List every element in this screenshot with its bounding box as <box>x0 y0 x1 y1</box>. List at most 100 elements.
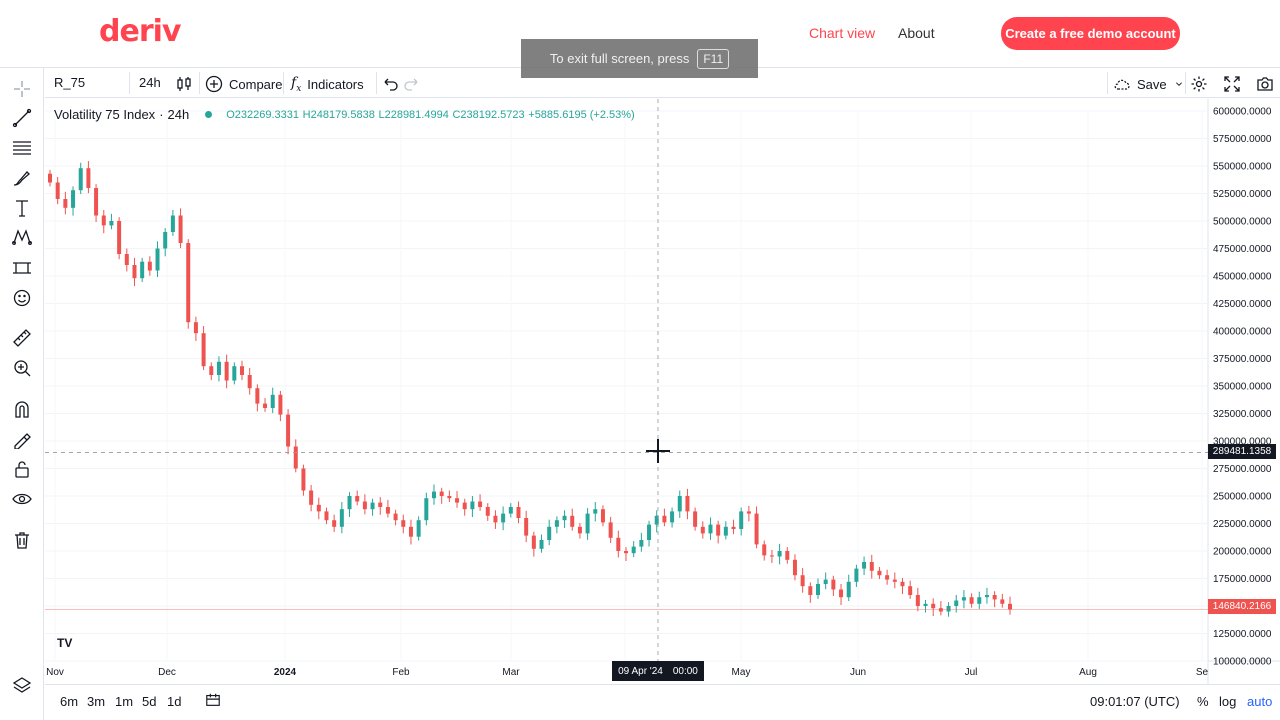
text-icon[interactable] <box>11 197 33 219</box>
symbol-search[interactable]: R_75 <box>54 75 85 90</box>
candle-body <box>547 526 552 540</box>
candle-body <box>94 188 99 216</box>
range-3m[interactable]: 3m <box>87 694 106 709</box>
candle-body <box>432 491 436 499</box>
calendar-icon <box>206 693 220 706</box>
candle-body <box>739 511 744 529</box>
candle-body <box>562 515 567 521</box>
date-range-button[interactable] <box>205 692 221 711</box>
price-tick-label: 200000.0000 <box>1213 547 1272 558</box>
candle-body <box>700 526 705 534</box>
create-demo-account-button[interactable]: Create a free demo account <box>1001 17 1180 50</box>
candle-body <box>332 520 337 527</box>
magnet-icon[interactable] <box>11 398 33 420</box>
series-legend: Volatility 75 Index · 24h O232269.3331 H… <box>54 107 635 122</box>
candle-body <box>624 551 628 554</box>
range-5d[interactable]: 5d <box>142 694 157 709</box>
candle-body <box>915 595 920 606</box>
fib-icon[interactable] <box>11 137 33 159</box>
price-tick-label: 250000.0000 <box>1213 492 1272 503</box>
time-tick-label: Jul <box>965 667 978 678</box>
candle-body <box>746 511 751 514</box>
time-tick-label: Mar <box>502 667 520 678</box>
brush-icon[interactable] <box>11 167 33 189</box>
trash-icon[interactable] <box>11 529 33 551</box>
candle-body <box>831 579 836 590</box>
price-tick-label: 375000.0000 <box>1213 354 1272 365</box>
candle-body <box>585 513 590 534</box>
price-tick-label: 575000.0000 <box>1213 134 1272 145</box>
price-tick-label: 125000.0000 <box>1213 629 1272 640</box>
auto-scale-toggle[interactable]: auto <box>1247 694 1273 709</box>
interval-button[interactable]: 24h <box>139 75 161 90</box>
save-button[interactable]: Save <box>1113 75 1185 93</box>
undo-icon <box>384 78 398 91</box>
price-chart[interactable]: NovDec2024FebMarAprMayJunJulAugSe 600000… <box>45 99 1280 684</box>
lock-drawing-icon[interactable] <box>11 428 33 450</box>
candle-body <box>155 248 160 271</box>
candle-body <box>885 575 890 580</box>
price-tick-label: 525000.0000 <box>1213 189 1272 200</box>
candle-body <box>662 515 667 523</box>
candle-body <box>846 581 851 598</box>
interval-label: 24h <box>139 75 161 90</box>
candle-body <box>439 491 444 496</box>
percent-toggle[interactable]: % <box>1197 694 1209 709</box>
candle-body <box>462 502 467 510</box>
candle-body <box>639 540 644 547</box>
settings-button[interactable] <box>1190 75 1208 93</box>
eye-icon[interactable] <box>11 488 33 510</box>
crosshair-time: 00:00 <box>672 665 698 677</box>
fx-icon: fx <box>291 75 302 94</box>
tradingview-logo[interactable]: TV <box>57 636 73 650</box>
lock-icon[interactable] <box>11 458 33 480</box>
candle-body <box>900 581 905 587</box>
forecast-icon[interactable] <box>11 257 33 279</box>
range-1m[interactable]: 1m <box>115 694 134 709</box>
range-1d[interactable]: 1d <box>167 694 182 709</box>
indicators-label: Indicators <box>307 76 364 92</box>
camera-icon <box>1257 77 1273 91</box>
range-6m[interactable]: 6m <box>60 694 79 709</box>
deriv-logo[interactable]: deriv <box>99 14 181 49</box>
ruler-icon[interactable] <box>11 327 33 349</box>
crosshair-icon[interactable] <box>11 78 33 100</box>
price-tick-label: 550000.0000 <box>1213 162 1272 173</box>
fullscreen-notice-text: To exit full screen, press <box>549 51 690 66</box>
utc-clock[interactable]: 09:01:07 (UTC) <box>1090 694 1180 709</box>
candle-body <box>777 551 782 557</box>
compare-button[interactable]: Compare <box>205 75 282 93</box>
chart-grid <box>45 99 1280 684</box>
fullscreen-icon <box>1224 76 1240 92</box>
pattern-icon[interactable] <box>11 226 33 248</box>
indicators-button[interactable]: fx Indicators <box>291 75 364 94</box>
trend-line-icon[interactable] <box>11 107 33 129</box>
price-tick-label: 500000.0000 <box>1213 217 1272 228</box>
chart-type-button[interactable] <box>175 75 193 93</box>
chart-pane[interactable]: NovDec2024FebMarAprMayJunJulAugSe 600000… <box>45 99 1280 684</box>
layers-icon[interactable] <box>11 674 33 696</box>
fullscreen-button[interactable] <box>1223 75 1241 93</box>
time-tick-label: May <box>732 667 751 678</box>
legend-close: C238192.5723 <box>452 108 525 121</box>
fullscreen-notice: To exit full screen, press F11 <box>521 39 758 78</box>
candle-body <box>339 509 344 527</box>
undo-button[interactable] <box>381 75 399 93</box>
nav-about[interactable]: About <box>898 25 935 41</box>
redo-button[interactable] <box>403 75 421 93</box>
log-toggle[interactable]: log <box>1219 694 1237 709</box>
nav-chart-view[interactable]: Chart view <box>809 25 876 41</box>
candle-body <box>485 507 490 516</box>
candle-body <box>524 518 529 536</box>
zoom-icon[interactable] <box>11 357 33 379</box>
candle-body <box>954 600 959 606</box>
crosshair-date: 09 Apr '24 <box>618 665 663 677</box>
candle-body <box>762 544 767 556</box>
candle-body <box>1000 599 1005 604</box>
crosshair-time-label: 09 Apr '24 00:00 <box>612 661 704 681</box>
candle-body <box>785 551 790 560</box>
candle-body <box>531 535 536 549</box>
emoji-icon[interactable] <box>11 287 33 309</box>
candle-body <box>71 190 76 208</box>
screenshot-button[interactable] <box>1256 75 1274 93</box>
